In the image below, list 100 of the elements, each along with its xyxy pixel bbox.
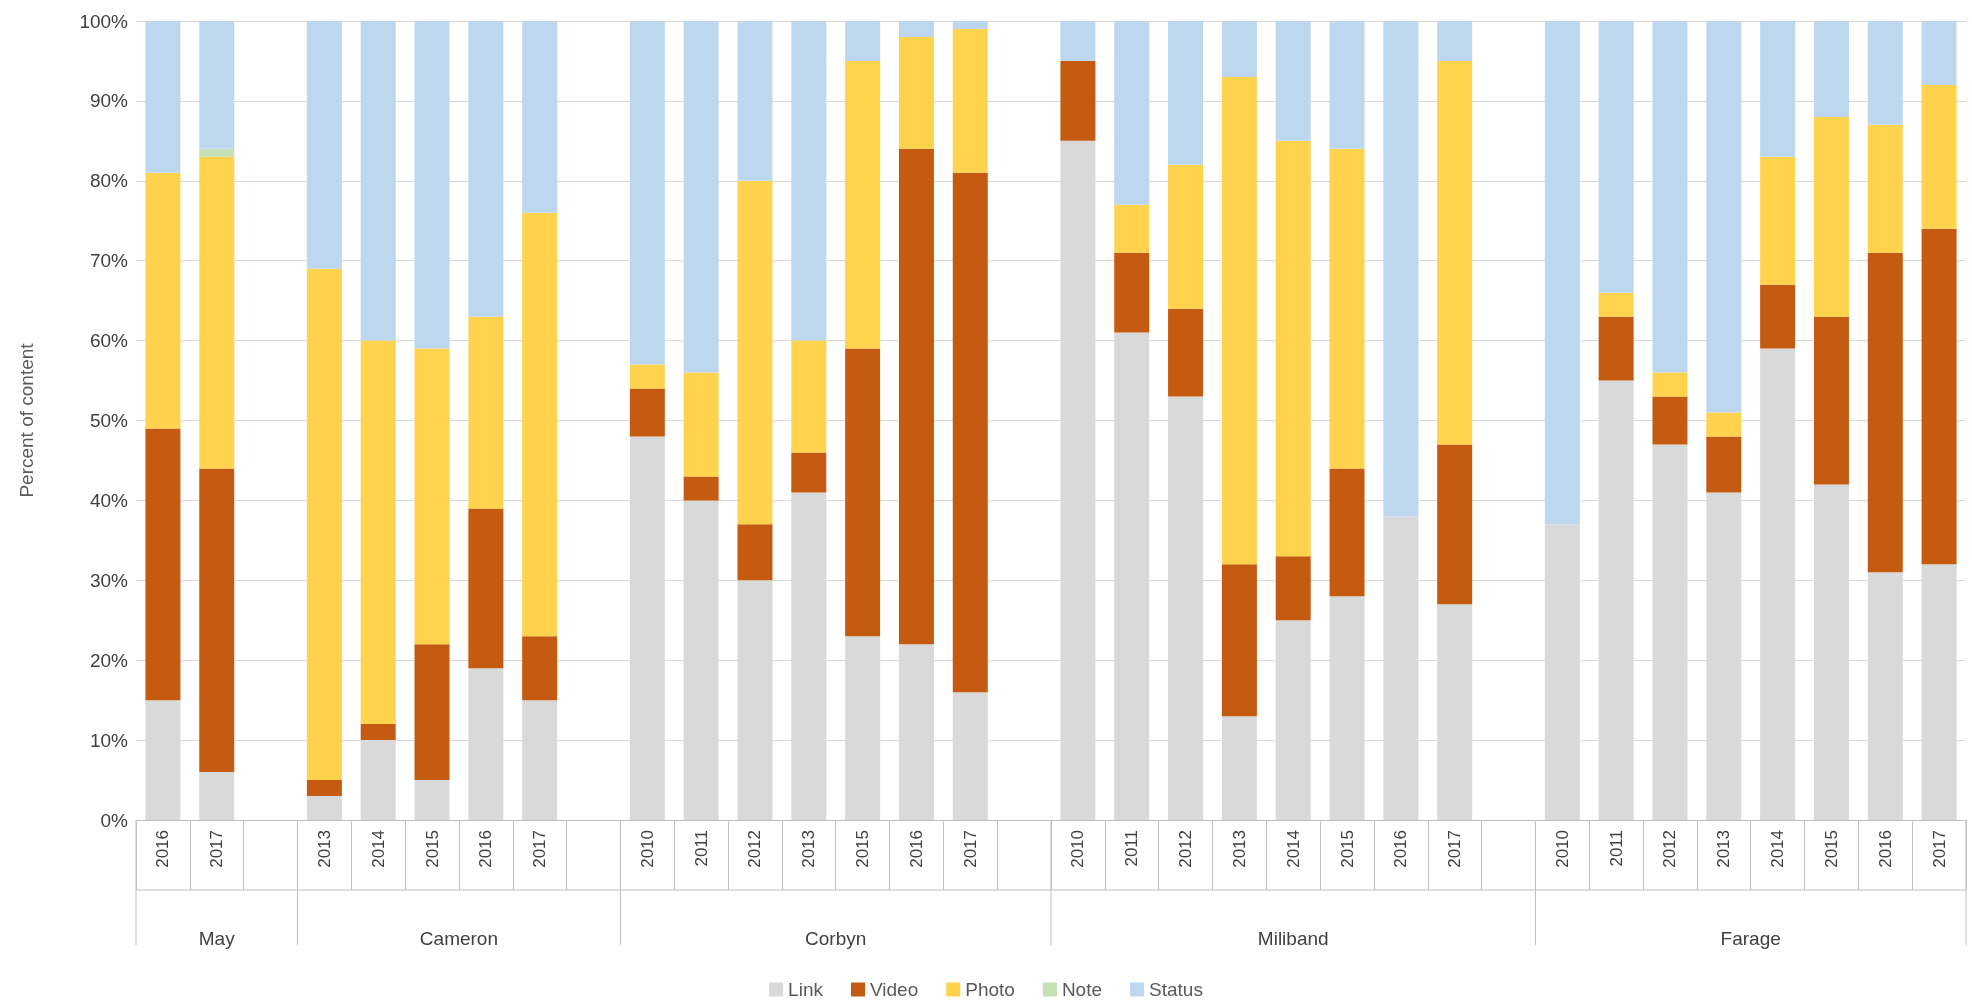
bar [1706, 412, 1742, 437]
bar [1168, 164, 1204, 309]
text: Farage [1720, 927, 1781, 949]
bar [522, 636, 558, 701]
legend-label: Photo [965, 979, 1015, 1000]
bar [414, 780, 450, 820]
x-tick-label: 2015 [853, 830, 873, 868]
bar [952, 21, 988, 29]
text: Miliband [1257, 927, 1329, 949]
bar [1437, 60, 1473, 445]
bar [1652, 372, 1688, 397]
bar [1867, 252, 1903, 573]
bar [952, 172, 988, 693]
bar [1437, 21, 1473, 61]
x-tick-label: 2017 [1445, 830, 1465, 868]
bar [1706, 21, 1742, 413]
legend-label: Note [1061, 979, 1103, 1000]
y-tick-label: 100% [79, 10, 129, 32]
legend-label: Link [788, 979, 824, 1000]
bar [1598, 292, 1634, 317]
bar [1168, 308, 1204, 397]
bar [683, 372, 719, 477]
bar [1544, 21, 1580, 525]
x-tick-label: 2015 [1337, 830, 1357, 868]
bar [360, 724, 396, 741]
x-tick-label: 2010 [1552, 830, 1572, 868]
x-tick-label: 2016 [1391, 830, 1411, 868]
y-tick-label: 40% [89, 489, 129, 511]
bar [199, 148, 235, 157]
bar [1652, 21, 1688, 373]
bar [1114, 204, 1150, 253]
bar [1813, 116, 1849, 317]
bar [1706, 436, 1742, 493]
x-tick-label: 2016 [476, 830, 496, 868]
bar [1060, 21, 1096, 61]
bar [522, 21, 558, 213]
bar [1329, 148, 1365, 469]
bar [629, 364, 665, 389]
bar [1221, 76, 1257, 565]
bar [1114, 252, 1150, 333]
bar [845, 21, 881, 61]
x-tick-label: 2012 [745, 830, 765, 868]
bar [791, 21, 827, 341]
bar [360, 340, 396, 725]
x-tick-label: 2015 [1821, 830, 1841, 868]
bar [737, 180, 773, 525]
bar [1168, 21, 1204, 165]
bar [145, 428, 181, 701]
bar [1114, 21, 1150, 205]
bar [1760, 21, 1796, 157]
x-tick-label: 2010 [1068, 830, 1088, 868]
bar [1060, 60, 1096, 141]
bar [1598, 21, 1634, 293]
text: May [198, 927, 236, 949]
bar [468, 508, 504, 669]
x-tick-label: 2017 [207, 830, 227, 868]
y-tick-label: 0% [100, 809, 129, 831]
x-tick-label: 2014 [1768, 830, 1788, 868]
bar [683, 21, 719, 373]
bar [306, 796, 342, 820]
x-tick-label: 2012 [1660, 830, 1680, 868]
x-tick-label: 2016 [906, 830, 926, 868]
bar [1329, 21, 1365, 149]
x-tick-label: 2011 [1122, 830, 1142, 867]
bar [199, 156, 235, 469]
bar [845, 348, 881, 637]
bar [145, 172, 181, 429]
bar [1275, 140, 1311, 557]
x-tick-label: 2012 [1176, 830, 1196, 868]
bar [145, 21, 181, 173]
bar [1760, 156, 1796, 285]
y-tick-label: 70% [89, 250, 129, 272]
bar [898, 148, 934, 645]
x-tick-label: 2013 [799, 830, 819, 868]
x-tick-label: 2017 [960, 830, 980, 868]
bar [199, 21, 235, 149]
x-tick-label: 2010 [637, 830, 657, 868]
bar [791, 452, 827, 493]
bar [1275, 556, 1311, 621]
bar [1813, 21, 1849, 117]
bar [360, 21, 396, 341]
bar [1813, 316, 1849, 485]
bar [1921, 228, 1957, 565]
bar [629, 21, 665, 365]
x-tick-label: 2013 [314, 830, 334, 868]
x-tick-label: 2017 [530, 830, 550, 868]
bar [898, 36, 934, 149]
bar [1437, 444, 1473, 605]
bar [1275, 21, 1311, 141]
bar [468, 21, 504, 317]
bar [1221, 21, 1257, 77]
y-tick-label: 20% [89, 649, 129, 671]
y-tick-label: 80% [89, 170, 129, 192]
bar [791, 340, 827, 453]
bar [306, 780, 342, 797]
x-tick-label: 2011 [691, 830, 711, 867]
y-tick-label: 30% [89, 569, 129, 591]
legend-label: Status [1149, 979, 1203, 1000]
y-axis-title: Percent of content [16, 342, 37, 498]
bar [898, 21, 934, 37]
